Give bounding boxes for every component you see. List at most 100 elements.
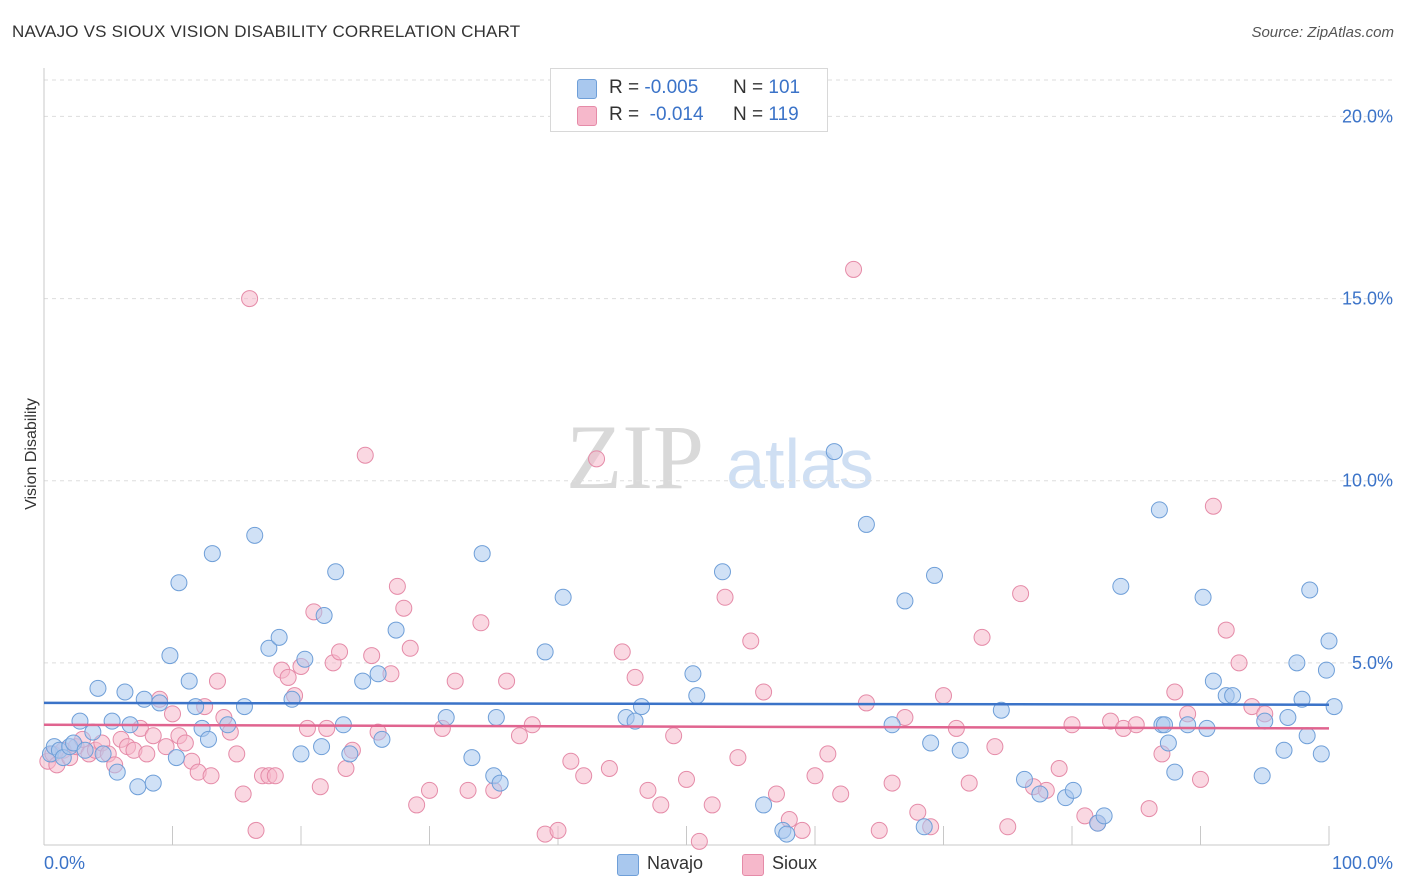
sioux-point bbox=[909, 803, 927, 821]
correlation-legend: R = -0.005 N = 101 R = -0.014 N = 119 bbox=[550, 68, 828, 132]
y-tick-label: 5.0% bbox=[1352, 653, 1393, 673]
sioux-point bbox=[870, 821, 888, 839]
legend-n-sioux: N = 119 bbox=[733, 104, 799, 125]
x-tick-label-max: 100.0% bbox=[1332, 853, 1393, 873]
navajo-point bbox=[1156, 716, 1174, 734]
navajo-point bbox=[1298, 727, 1316, 745]
legend-r-navajo: R = -0.005 bbox=[609, 77, 699, 98]
sioux-point bbox=[498, 672, 516, 690]
navajo-point bbox=[473, 545, 491, 563]
navajo-point bbox=[292, 745, 310, 763]
navajo-point bbox=[103, 712, 121, 730]
navajo-point bbox=[369, 665, 387, 683]
legend-swatch-sioux bbox=[577, 106, 597, 126]
sioux-point bbox=[1127, 716, 1145, 734]
sioux-point bbox=[164, 705, 181, 723]
navajo-point bbox=[684, 665, 702, 683]
sioux-point bbox=[626, 668, 644, 686]
navajo-point bbox=[857, 515, 875, 533]
legend-n-navajo: N = 101 bbox=[733, 77, 801, 98]
sioux-point bbox=[228, 745, 246, 763]
sioux-point bbox=[613, 643, 631, 661]
navajo-point bbox=[825, 443, 843, 461]
legend-swatch-navajo bbox=[577, 79, 597, 99]
navajo-point bbox=[1317, 661, 1335, 679]
navajo-point bbox=[1288, 654, 1306, 672]
y-tick-label: 15.0% bbox=[1342, 289, 1393, 309]
sioux-point bbox=[999, 818, 1017, 836]
navajo-point bbox=[1204, 672, 1222, 690]
sioux-point bbox=[1076, 807, 1094, 825]
sioux-point bbox=[1063, 716, 1081, 734]
navajo-point bbox=[1166, 763, 1184, 781]
navajo-point bbox=[1031, 785, 1049, 803]
navajo-point bbox=[167, 749, 185, 767]
navajo-point bbox=[1293, 690, 1311, 708]
navajo-point bbox=[1256, 712, 1274, 730]
sioux-point bbox=[845, 260, 863, 278]
sioux-point bbox=[819, 745, 837, 763]
navajo-point bbox=[1179, 716, 1197, 734]
navajo-point bbox=[1150, 501, 1168, 519]
navajo-point bbox=[626, 712, 644, 730]
chart-source: Source: ZipAtlas.com bbox=[1251, 24, 1394, 41]
navajo-point bbox=[688, 687, 706, 705]
sioux-point bbox=[176, 734, 194, 752]
navajo-point bbox=[1112, 577, 1130, 595]
navajo-point bbox=[1224, 687, 1242, 705]
sioux-point bbox=[279, 668, 297, 686]
sioux-point bbox=[883, 774, 901, 792]
sioux-point bbox=[1012, 585, 1030, 603]
navajo-point bbox=[1159, 734, 1177, 752]
sioux-point bbox=[960, 774, 978, 792]
navajo-point bbox=[354, 672, 372, 690]
sioux-point bbox=[157, 738, 175, 756]
navajo-point bbox=[246, 526, 264, 544]
sioux-point bbox=[1102, 712, 1120, 730]
navajo-point bbox=[161, 647, 179, 665]
navajo-point bbox=[315, 607, 333, 624]
sioux-point bbox=[562, 752, 580, 770]
navajo-point bbox=[1064, 781, 1082, 799]
navajo-point bbox=[270, 628, 288, 646]
sioux-point bbox=[138, 745, 156, 763]
navajo-point bbox=[387, 621, 405, 639]
sioux-point bbox=[896, 709, 914, 726]
sioux-point bbox=[1192, 770, 1209, 788]
sioux-point bbox=[234, 785, 252, 803]
sioux-point bbox=[208, 672, 226, 690]
navajo-point bbox=[463, 749, 481, 767]
sioux-point bbox=[729, 749, 747, 767]
sioux-point bbox=[703, 796, 721, 814]
sioux-point bbox=[523, 716, 541, 734]
navajo-point bbox=[1301, 581, 1319, 599]
navajo-point bbox=[180, 672, 198, 690]
navajo-point bbox=[89, 679, 107, 697]
sioux-point bbox=[832, 785, 850, 803]
watermark-atlas: atlas bbox=[726, 425, 874, 503]
sioux-point bbox=[510, 727, 528, 745]
navajo-point bbox=[491, 774, 509, 792]
navajo-point bbox=[992, 701, 1010, 719]
sioux-point bbox=[639, 781, 657, 799]
sioux-point bbox=[241, 290, 259, 308]
navajo-point bbox=[1279, 709, 1297, 726]
navajo-point bbox=[437, 709, 455, 726]
navajo-point bbox=[554, 588, 572, 606]
navajo-point bbox=[170, 574, 188, 592]
sioux-point bbox=[600, 760, 618, 777]
sioux-point bbox=[1166, 683, 1184, 701]
navajo-point bbox=[1015, 770, 1033, 788]
x-tick-label-min: 0.0% bbox=[44, 853, 85, 873]
y-tick-label: 20.0% bbox=[1342, 106, 1393, 126]
sioux-point bbox=[690, 832, 708, 850]
sioux-point bbox=[446, 672, 464, 690]
navajo-point bbox=[755, 796, 773, 814]
sioux-point bbox=[144, 727, 162, 745]
navajo-point bbox=[283, 690, 301, 708]
sioux-point bbox=[318, 719, 336, 737]
legend-r-sioux: R = -0.014 bbox=[609, 104, 704, 125]
sioux-point bbox=[742, 632, 760, 650]
sioux-point bbox=[459, 781, 477, 799]
